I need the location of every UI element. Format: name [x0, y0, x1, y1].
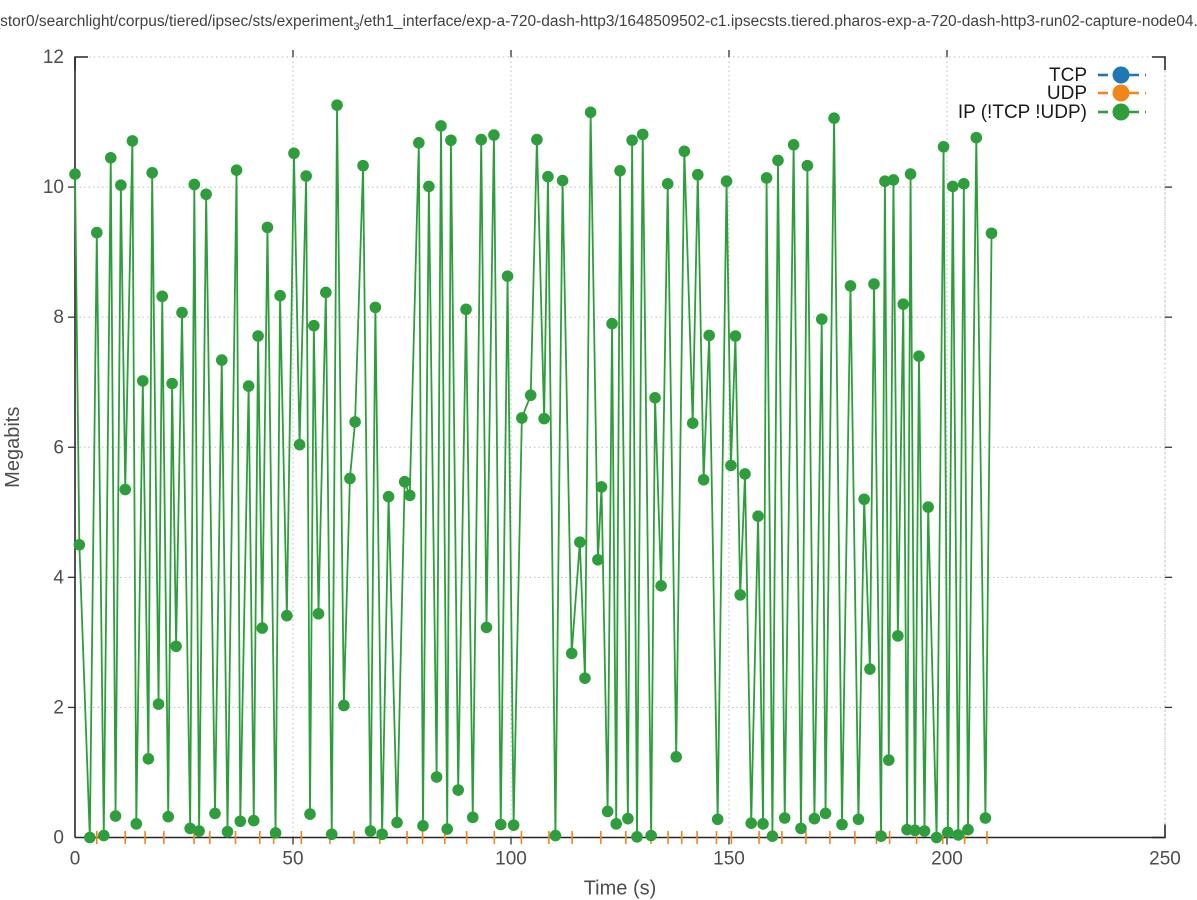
svg-text:0: 0 — [53, 828, 64, 849]
svg-text:150: 150 — [713, 849, 745, 870]
svg-text:12: 12 — [43, 47, 64, 68]
svg-text:50: 50 — [282, 849, 303, 870]
svg-text:4: 4 — [53, 567, 64, 588]
svg-text:0: 0 — [70, 849, 81, 870]
svg-text:10: 10 — [43, 177, 64, 198]
svg-text:250: 250 — [1149, 849, 1181, 870]
svg-text:2: 2 — [53, 697, 64, 718]
svg-text:8: 8 — [53, 307, 64, 328]
svg-text:6: 6 — [53, 437, 64, 458]
svg-text:Time (s): Time (s) — [584, 878, 657, 900]
svg-text:Megabits: Megabits — [2, 407, 24, 488]
svg-text:100: 100 — [495, 849, 527, 870]
svg-text:UDP: UDP — [1047, 83, 1087, 104]
svg-text:200: 200 — [931, 849, 963, 870]
svg-text:IP (!TCP !UDP): IP (!TCP !UDP) — [958, 102, 1087, 123]
